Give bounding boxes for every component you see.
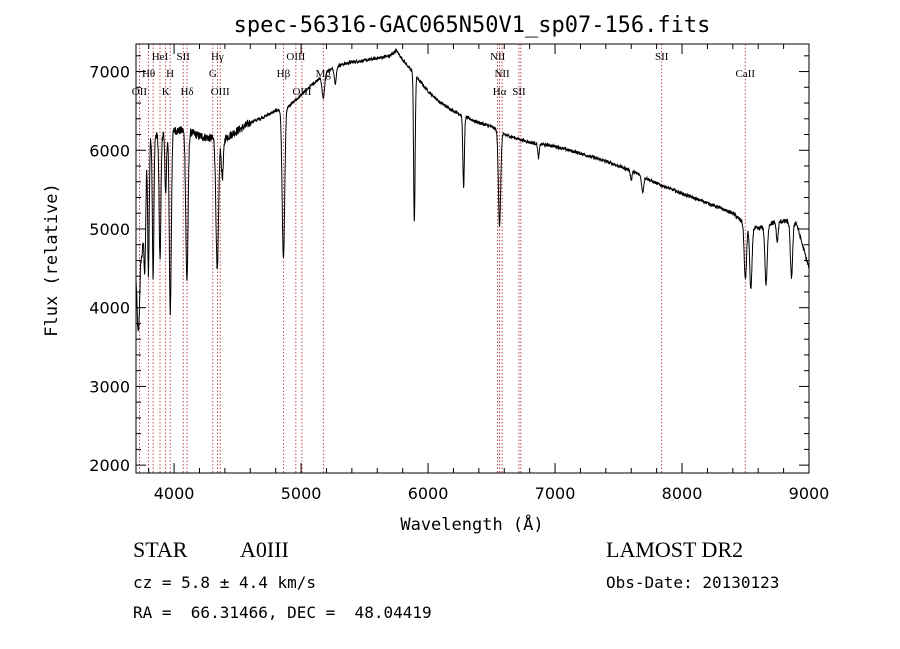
line-label: SII <box>177 51 191 63</box>
y-tick-label: 2000 <box>89 456 130 475</box>
line-label: OIII <box>211 86 230 98</box>
chart-title: spec-56316-GAC065N50V1_sp07-156.fits <box>234 13 711 38</box>
spectrum-line <box>135 48 810 332</box>
y-axis-label: Flux (relative) <box>42 183 62 337</box>
x-tick-label: 4000 <box>154 484 195 503</box>
x-tick-label: 9000 <box>789 484 830 503</box>
y-tick-label: 5000 <box>89 220 130 239</box>
redshift-value: cz = 5.8 ± 4.4 km/s <box>133 573 317 592</box>
y-tick-label: 3000 <box>89 377 130 396</box>
line-label: Hα <box>493 86 507 98</box>
line-label: HeI <box>152 51 169 63</box>
y-tick-label: 4000 <box>89 299 130 318</box>
line-label: Hδ <box>180 86 193 98</box>
x-tick-label: 5000 <box>281 484 322 503</box>
line-label: K <box>162 86 170 98</box>
line-label: H <box>166 68 174 80</box>
line-label: OIII <box>286 51 305 63</box>
object-type: STAR <box>133 537 188 562</box>
x-axis-label: Wavelength (Å) <box>400 513 543 535</box>
line-label: G <box>209 68 217 80</box>
line-label: OII <box>132 86 148 98</box>
y-tick-label: 6000 <box>89 141 130 160</box>
x-tick-label: 8000 <box>662 484 703 503</box>
y-tick-label: 7000 <box>89 63 130 82</box>
line-label: Hγ <box>211 51 224 63</box>
line-label: SII <box>655 51 669 63</box>
line-label: CaII <box>735 68 755 80</box>
spectral-subclass: A0III <box>240 537 289 562</box>
x-tick-label: 7000 <box>535 484 576 503</box>
line-label: NII <box>494 68 510 80</box>
survey-name: LAMOST DR2 <box>606 537 744 562</box>
axis-ticks: 4000 5000 6000 7000 8000 9000 2000 3000 4000 5000… <box>89 44 829 503</box>
line-label: SII <box>512 86 526 98</box>
plot-frame <box>135 43 810 474</box>
observation-date: Obs-Date: 20130123 <box>606 573 780 592</box>
line-label: Hβ <box>277 68 291 80</box>
coordinates: RA = 66.31466, DEC = 48.04419 <box>133 603 432 622</box>
x-tick-label: 6000 <box>408 484 449 503</box>
spectral-line-labels: OIIHθHeIKHSIIHδGHγOIIIHβOIIIOIIIMgNIIHαN… <box>132 51 756 98</box>
line-label: Hθ <box>142 68 155 80</box>
spectral-line-markers <box>139 44 746 473</box>
line-label: NII <box>490 51 506 63</box>
